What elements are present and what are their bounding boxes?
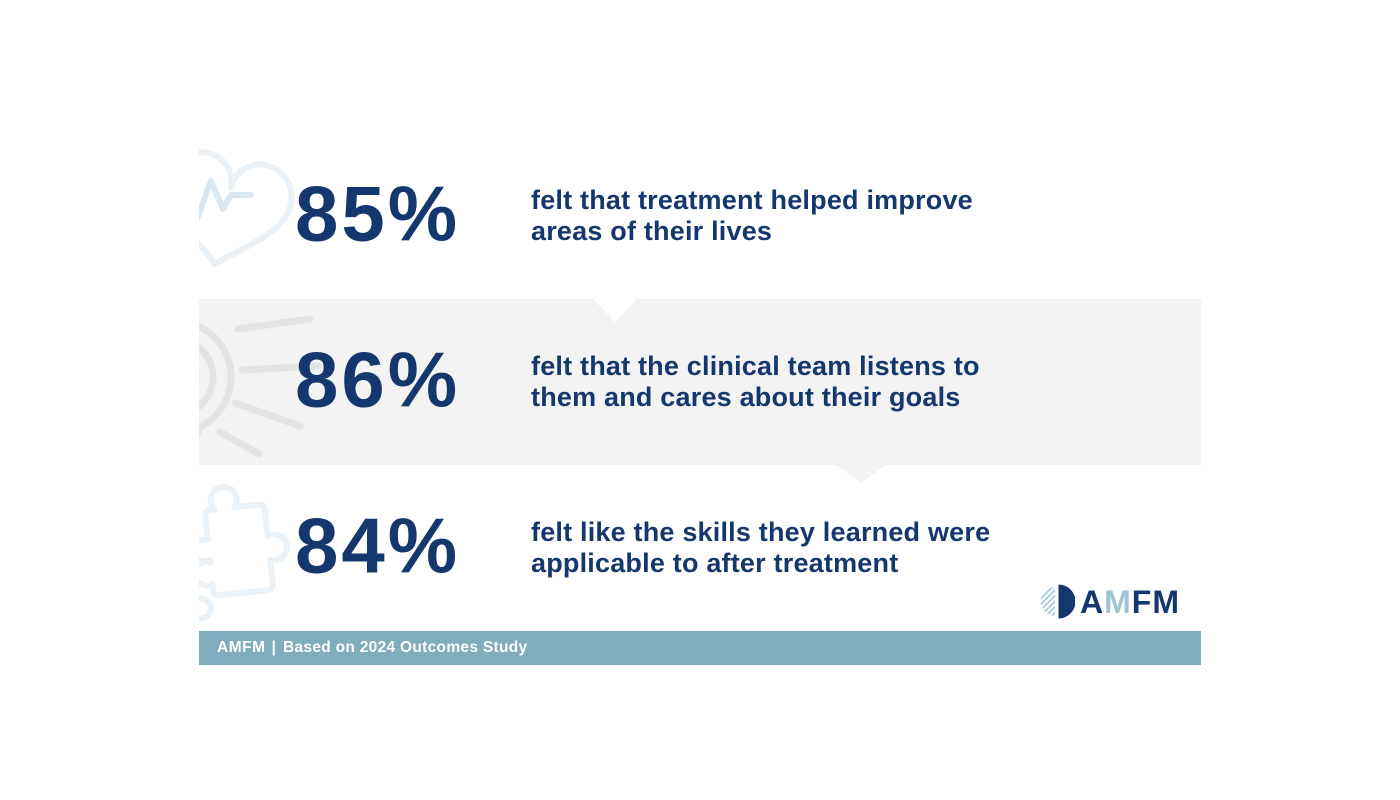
- pointer-down-tail: [836, 465, 886, 483]
- stat-caption-line-1: felt that treatment helped improve: [531, 185, 973, 215]
- stat-percent: 86%: [295, 335, 461, 424]
- stat-percent: 85%: [295, 169, 461, 258]
- stat-row-treatment-improvement: 85% felt that treatment helped improve a…: [199, 133, 1201, 299]
- stat-caption-line-2: areas of their lives: [531, 216, 773, 246]
- stat-caption: felt that treatment helped improve areas…: [531, 185, 973, 247]
- ear-icon: [199, 315, 322, 458]
- heartbeat-icon: [199, 149, 295, 268]
- stat-caption: felt that the clinical team listens to t…: [531, 351, 980, 413]
- amfm-logo: AMFM: [1038, 583, 1180, 620]
- amfm-wordmark: AMFM: [1080, 586, 1180, 618]
- stat-caption-line-1: felt that the clinical team listens to: [531, 351, 980, 381]
- footer-separator: |: [271, 639, 276, 656]
- stat-percent: 84%: [295, 501, 461, 590]
- logo-letter: M: [1104, 583, 1132, 620]
- logo-letter: A: [1080, 583, 1105, 620]
- content-area: 85% felt that treatment helped improve a…: [199, 0, 1201, 665]
- puzzle-icon: [199, 484, 290, 622]
- pointer-down-notch: [593, 299, 637, 322]
- footer-source-text: Based on 2024 Outcomes Study: [282, 639, 528, 656]
- stat-caption: felt like the skills they learned were a…: [531, 517, 990, 579]
- stat-row-clinical-team: 86% felt that the clinical team listens …: [199, 299, 1201, 465]
- footer-brand: AMFM: [217, 639, 266, 656]
- logo-letter: F: [1131, 583, 1153, 620]
- stat-caption-line-2: applicable to after treatment: [531, 548, 899, 578]
- logo-letter: M: [1152, 583, 1180, 620]
- stat-row-skills: 84% felt like the skills they learned we…: [199, 465, 1201, 631]
- attribution-bar: AMFM | Based on 2024 Outcomes Study: [199, 631, 1201, 665]
- amfm-globe-mark-icon: [1040, 584, 1076, 619]
- stat-caption-line-1: felt like the skills they learned were: [531, 517, 991, 547]
- stat-caption-line-2: them and cares about their goals: [531, 382, 961, 412]
